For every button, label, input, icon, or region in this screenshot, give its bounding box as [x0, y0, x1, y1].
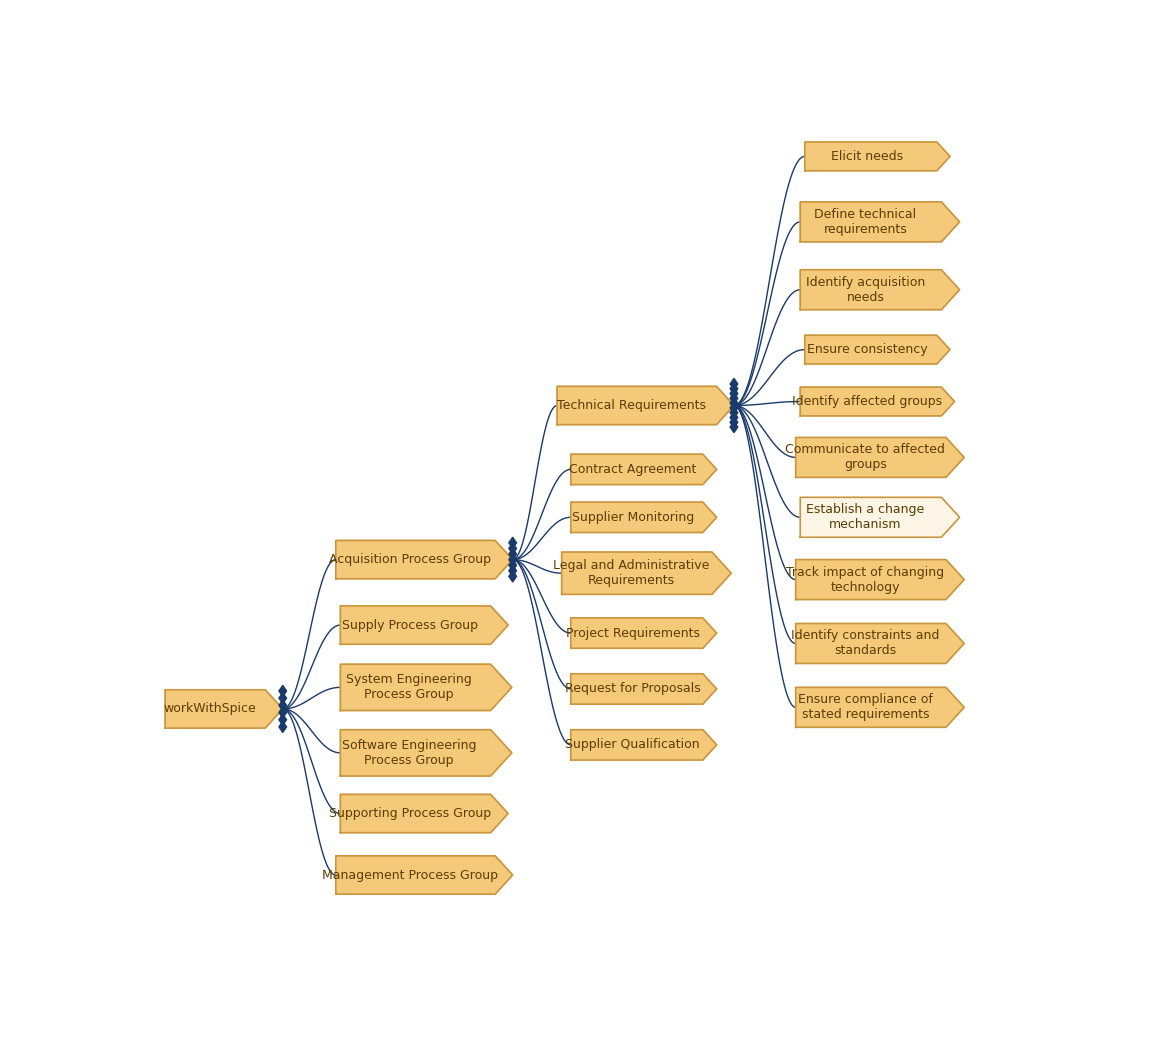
- Polygon shape: [800, 202, 960, 242]
- Polygon shape: [571, 730, 717, 760]
- Text: Legal and Administrative
Requirements: Legal and Administrative Requirements: [552, 559, 710, 587]
- Text: Contract Agreement: Contract Agreement: [569, 463, 697, 476]
- Polygon shape: [730, 388, 738, 399]
- Text: Identify acquisition
needs: Identify acquisition needs: [806, 276, 925, 304]
- Polygon shape: [730, 402, 738, 414]
- Text: Communicate to affected
groups: Communicate to affected groups: [785, 444, 946, 472]
- Polygon shape: [509, 554, 517, 565]
- Polygon shape: [571, 454, 717, 484]
- Polygon shape: [800, 498, 960, 537]
- Polygon shape: [730, 412, 738, 423]
- Polygon shape: [730, 421, 738, 432]
- Polygon shape: [509, 570, 517, 582]
- Polygon shape: [730, 393, 738, 403]
- Polygon shape: [795, 623, 965, 664]
- Polygon shape: [509, 537, 517, 549]
- Text: Define technical
requirements: Define technical requirements: [814, 207, 917, 235]
- Text: System Engineering
Process Group: System Engineering Process Group: [347, 673, 472, 701]
- Text: Supplier Monitoring: Supplier Monitoring: [571, 511, 693, 524]
- Polygon shape: [571, 502, 717, 532]
- Text: Elicit needs: Elicit needs: [831, 150, 902, 163]
- Polygon shape: [562, 552, 731, 594]
- Polygon shape: [795, 688, 965, 727]
- Text: Ensure consistency: Ensure consistency: [806, 343, 927, 356]
- Polygon shape: [509, 549, 517, 560]
- Polygon shape: [165, 690, 283, 728]
- Polygon shape: [795, 438, 965, 477]
- Text: Supplier Qualification: Supplier Qualification: [565, 738, 700, 752]
- Polygon shape: [509, 560, 517, 570]
- Polygon shape: [341, 606, 508, 644]
- Polygon shape: [571, 674, 717, 704]
- Polygon shape: [341, 730, 512, 776]
- Text: Supporting Process Group: Supporting Process Group: [329, 807, 491, 820]
- Polygon shape: [800, 270, 960, 310]
- Polygon shape: [805, 335, 949, 364]
- Text: Track impact of changing
technology: Track impact of changing technology: [786, 565, 945, 593]
- Polygon shape: [800, 387, 954, 416]
- Polygon shape: [278, 685, 287, 697]
- Polygon shape: [336, 540, 512, 579]
- Polygon shape: [341, 794, 508, 833]
- Polygon shape: [509, 565, 517, 577]
- Polygon shape: [278, 700, 287, 711]
- Text: Establish a change
mechanism: Establish a change mechanism: [806, 503, 925, 531]
- Polygon shape: [278, 714, 287, 725]
- Polygon shape: [278, 693, 287, 704]
- Polygon shape: [805, 142, 949, 171]
- Polygon shape: [509, 542, 517, 554]
- Text: Supply Process Group: Supply Process Group: [342, 619, 478, 632]
- Polygon shape: [341, 665, 512, 710]
- Polygon shape: [557, 387, 734, 425]
- Polygon shape: [336, 856, 512, 894]
- Text: Ensure compliance of
stated requirements: Ensure compliance of stated requirements: [798, 694, 933, 722]
- Polygon shape: [730, 383, 738, 394]
- Text: Project Requirements: Project Requirements: [565, 626, 699, 640]
- Polygon shape: [278, 722, 287, 732]
- Polygon shape: [730, 397, 738, 409]
- Polygon shape: [278, 707, 287, 718]
- Text: Acquisition Process Group: Acquisition Process Group: [329, 553, 491, 566]
- Text: Request for Proposals: Request for Proposals: [565, 682, 700, 696]
- Polygon shape: [730, 408, 738, 418]
- Polygon shape: [795, 560, 965, 599]
- Text: Identify constraints and
standards: Identify constraints and standards: [791, 629, 940, 657]
- Polygon shape: [730, 379, 738, 390]
- Text: Software Engineering
Process Group: Software Engineering Process Group: [342, 738, 476, 766]
- Text: Identify affected groups: Identify affected groups: [792, 395, 942, 408]
- Polygon shape: [730, 417, 738, 428]
- Text: workWithSpice: workWithSpice: [163, 702, 256, 716]
- Polygon shape: [571, 618, 717, 648]
- Text: Technical Requirements: Technical Requirements: [557, 399, 706, 412]
- Text: Management Process Group: Management Process Group: [322, 869, 498, 881]
